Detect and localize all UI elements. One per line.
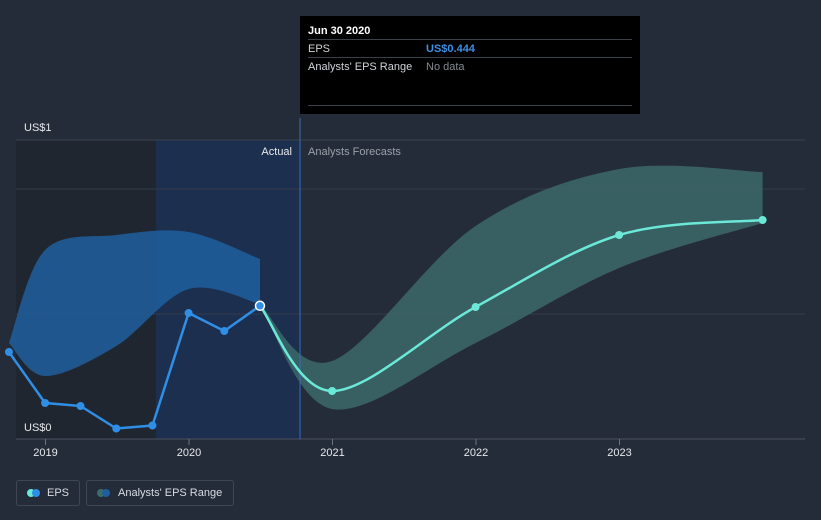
tooltip-date: Jun 30 2020 [308, 25, 371, 37]
eps-point-actual[interactable] [112, 424, 121, 433]
tooltip-range-label: Analysts' EPS Range [308, 61, 413, 73]
legend-eps-label: EPS [46, 487, 69, 499]
eps-line-actual [7, 304, 262, 430]
tooltip-eps-value: US$0.444 [426, 43, 475, 55]
eps-point-forecast[interactable] [758, 216, 767, 224]
tooltip-row-eps: EPS US$0.444 [308, 39, 632, 58]
x-tick-label: 2020 [177, 447, 201, 459]
eps-point-actual[interactable] [184, 309, 193, 317]
x-tick-label: 2021 [320, 447, 344, 459]
eps-range-band-actual [8, 230, 260, 377]
y-tick-bottom: US$0 [24, 422, 52, 434]
tooltip-eps-label: EPS [308, 43, 331, 55]
legend-eps-button[interactable]: EPS [16, 480, 80, 506]
forecast-section-label: Analysts Forecasts [308, 146, 401, 158]
eps-point-actual[interactable] [148, 421, 157, 430]
eps-point-actual[interactable] [76, 402, 85, 410]
x-tick-label: 2022 [464, 447, 488, 459]
eps-point-actual[interactable] [254, 300, 266, 312]
tooltip-row-range: Analysts' EPS Range No data [308, 57, 632, 76]
tooltip-bottom-divider [308, 105, 632, 106]
tooltip: Jun 30 2020 EPS US$0.444 Analysts' EPS R… [300, 16, 640, 114]
actual-section-label: Actual [261, 146, 292, 158]
x-tick-label: 2023 [607, 447, 631, 459]
eps-point-actual[interactable] [220, 327, 229, 335]
tooltip-range-value: No data [426, 61, 465, 73]
y-tick-top: US$1 [24, 122, 52, 134]
eps-point-actual[interactable] [4, 348, 13, 356]
legend-range-label: Analysts' EPS Range [118, 487, 223, 499]
eps-swatch-icon [27, 489, 40, 497]
eps-point-forecast[interactable] [328, 387, 337, 395]
range-swatch-icon [97, 489, 111, 497]
legend-range-button[interactable]: Analysts' EPS Range [86, 480, 234, 506]
eps-point-actual[interactable] [41, 399, 50, 407]
eps-point-forecast[interactable] [471, 303, 480, 311]
x-tick-label: 2019 [33, 447, 57, 459]
eps-point-forecast[interactable] [615, 231, 624, 239]
